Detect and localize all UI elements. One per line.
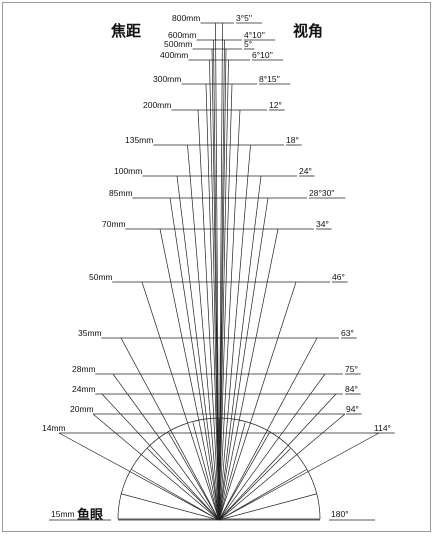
lens-200mm-left-ray <box>197 109 220 521</box>
lens-85mm-right-ray <box>218 197 269 521</box>
lens-400mm-left-ray <box>209 59 220 521</box>
focal-length-label: 200mm <box>143 100 171 110</box>
diagram-frame: 焦距 视角 800mm 3°5'' 600mm 4°10'' 500mm 5° 400mm 6… <box>2 2 431 532</box>
lens-800mm-right-ray <box>218 22 223 521</box>
focal-length-label: 135mm <box>125 135 153 145</box>
lens-70mm-left-ray <box>159 228 220 521</box>
view-angle-label: 12° <box>269 100 282 110</box>
focal-length-label: 35mm <box>78 328 102 338</box>
lens-300mm-left-ray <box>205 83 220 521</box>
lens-28mm-left-ray <box>112 373 220 521</box>
focal-length-label: 100mm <box>114 166 142 176</box>
lens-500mm-left-ray <box>211 48 220 521</box>
view-angle-label: 34° <box>316 219 329 229</box>
view-angle-label: 84° <box>345 384 358 394</box>
focal-length-label: 300mm <box>153 74 181 84</box>
fisheye-ray <box>218 432 270 521</box>
lens-20mm-right-ray <box>218 413 346 521</box>
lens-300mm-right-ray <box>218 83 233 521</box>
fisheye-ray <box>218 448 291 521</box>
focal-length-label: 400mm <box>160 50 188 60</box>
view-angle-label: 24° <box>299 166 312 176</box>
view-angle-label: 63° <box>341 328 354 338</box>
view-angle-label: 3°5'' <box>236 13 252 23</box>
lens-135mm-left-ray <box>187 144 220 521</box>
lens-lines <box>58 22 395 521</box>
fisheye-focal-label: 15mm <box>51 509 75 519</box>
view-angle-label: 5° <box>244 39 252 49</box>
fisheye-arc <box>117 417 321 520</box>
lens-200mm-right-ray <box>218 109 241 521</box>
focal-length-label: 28mm <box>72 364 96 374</box>
fisheye-ray <box>218 469 307 521</box>
lens-labels: 800mm 3°5'' 600mm 4°10'' 500mm 5° 400mm 6°10'' 3… <box>42 13 391 433</box>
focal-length-label: 500mm <box>164 39 192 49</box>
lens-35mm-right-ray <box>218 337 318 521</box>
focal-length-label: 70mm <box>102 219 126 229</box>
view-angle-label: 8°15'' <box>259 74 280 84</box>
focal-length-heading: 焦距 <box>110 22 141 40</box>
lens-20mm-left-ray <box>92 413 220 521</box>
focal-length-label: 85mm <box>109 188 133 198</box>
view-angle-label: 46° <box>332 272 345 282</box>
lens-35mm-left-ray <box>120 337 220 521</box>
fisheye-ray <box>121 493 220 521</box>
lens-100mm-right-ray <box>218 175 262 521</box>
lens-800mm-left-ray <box>215 22 220 521</box>
lens-50mm-right-ray <box>218 281 297 521</box>
focal-length-label: 20mm <box>70 404 94 414</box>
focal-length-label: 50mm <box>89 272 113 282</box>
fisheye-ray <box>131 469 220 521</box>
view-angle-label: 18° <box>286 135 299 145</box>
focal-length-label: 14mm <box>42 423 66 433</box>
focal-length-label: 800mm <box>172 13 200 23</box>
fisheye-angle-label: 180° <box>331 509 349 519</box>
fisheye-ray <box>147 448 220 521</box>
fisheye-ray <box>192 422 220 521</box>
fisheye-ray <box>168 432 220 521</box>
fisheye-name-label: 鱼眼 <box>77 507 104 523</box>
lens-70mm-right-ray <box>218 228 279 521</box>
fisheye-ray <box>218 493 317 521</box>
angle-of-view-diagram: 焦距 视角 800mm 3°5'' 600mm 4°10'' 500mm 5° 400mm 6… <box>42 13 395 523</box>
lens-85mm-left-ray <box>169 197 220 521</box>
lens-14mm-left-ray <box>58 432 220 521</box>
view-angle-label: 28°30'' <box>309 188 335 198</box>
lens-24mm-right-ray <box>218 393 337 521</box>
view-angle-label: 114° <box>374 423 391 433</box>
view-angle-heading: 视角 <box>293 22 323 40</box>
lens-14mm-right-ray <box>218 432 380 521</box>
focal-length-label: 600mm <box>168 30 196 40</box>
focal-length-label: 24mm <box>72 384 96 394</box>
view-angle-label: 94° <box>346 404 359 414</box>
fisheye-ray <box>218 422 246 521</box>
lens-50mm-left-ray <box>141 281 220 521</box>
view-angle-label: 6°10'' <box>252 50 273 60</box>
lens-400mm-right-ray <box>218 59 229 521</box>
view-angle-label: 75° <box>345 364 358 374</box>
lens-24mm-left-ray <box>101 393 220 521</box>
lens-28mm-right-ray <box>218 373 326 521</box>
lens-135mm-right-ray <box>218 144 251 521</box>
lens-100mm-left-ray <box>176 175 220 521</box>
view-angle-label: 4°10'' <box>244 30 265 40</box>
lens-500mm-right-ray <box>218 48 227 521</box>
